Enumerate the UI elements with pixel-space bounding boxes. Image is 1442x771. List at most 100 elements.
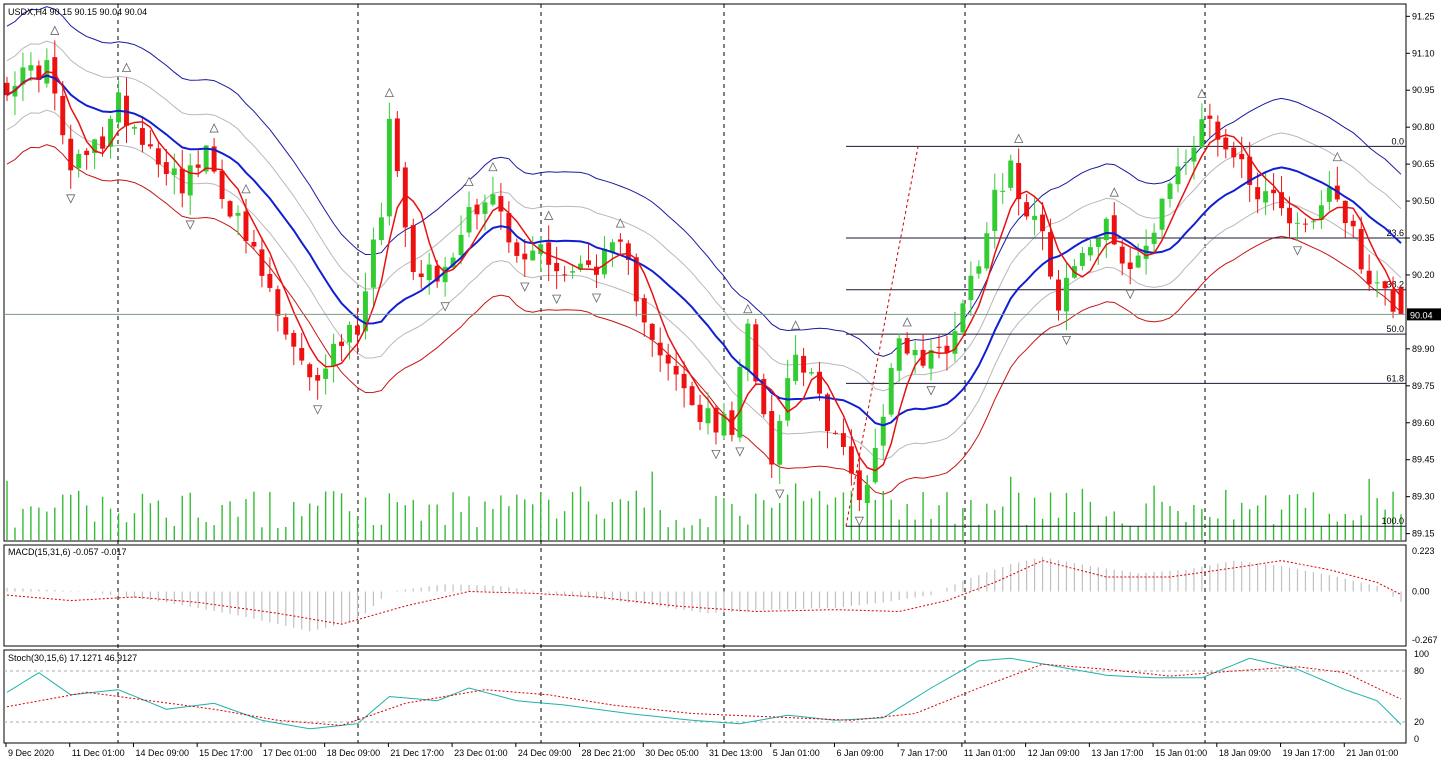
candle-body[interactable] — [187, 165, 193, 196]
candle-body[interactable] — [753, 324, 759, 382]
candle-body[interactable] — [1040, 214, 1046, 232]
candle-body[interactable] — [825, 394, 830, 432]
candle-body[interactable] — [28, 65, 34, 71]
candle-body[interactable] — [920, 349, 926, 366]
candle-body[interactable] — [848, 446, 854, 474]
candle-body[interactable] — [458, 234, 464, 256]
candle-body[interactable] — [52, 57, 58, 94]
candle-body[interactable] — [339, 341, 345, 346]
candle-body[interactable] — [1008, 160, 1014, 188]
candle-body[interactable] — [617, 239, 623, 242]
candle-body[interactable] — [514, 242, 520, 256]
candle-body[interactable] — [275, 289, 281, 316]
candle-body[interactable] — [801, 355, 807, 373]
candle-body[interactable] — [1119, 246, 1125, 264]
candle-body[interactable] — [586, 260, 591, 265]
candle-body[interactable] — [864, 484, 870, 504]
candle-body[interactable] — [976, 266, 982, 274]
candle-body[interactable] — [745, 323, 751, 371]
candle-body[interactable] — [594, 266, 599, 275]
candle-body[interactable] — [928, 350, 934, 369]
candle-body[interactable] — [1048, 232, 1054, 277]
candle-body[interactable] — [888, 368, 894, 415]
candle-body[interactable] — [1231, 147, 1237, 158]
candle-body[interactable] — [1151, 232, 1157, 244]
candle-body[interactable] — [856, 470, 862, 501]
candle-body[interactable] — [68, 138, 74, 171]
candle-body[interactable] — [681, 373, 687, 389]
candle-body[interactable] — [1032, 215, 1038, 220]
candle-body[interactable] — [4, 82, 10, 96]
candle-body[interactable] — [689, 386, 695, 406]
candle-body[interactable] — [1390, 289, 1396, 312]
candle-body[interactable] — [331, 343, 337, 367]
candle-body[interactable] — [1255, 187, 1261, 200]
candle-body[interactable] — [1175, 166, 1181, 185]
candle-body[interactable] — [657, 342, 663, 356]
candle-body[interactable] — [952, 331, 958, 354]
candle-body[interactable] — [1279, 192, 1285, 209]
candle-body[interactable] — [1199, 119, 1205, 148]
candle-body[interactable] — [410, 225, 416, 272]
candle-body[interactable] — [538, 244, 544, 254]
candle-body[interactable] — [1215, 121, 1221, 140]
candle-body[interactable] — [418, 273, 424, 278]
candle-body[interactable] — [904, 338, 910, 354]
candle-body[interactable] — [219, 170, 225, 200]
candle-body[interactable] — [195, 164, 201, 168]
candle-body[interactable] — [474, 204, 480, 215]
candle-body[interactable] — [211, 146, 217, 172]
candle-body[interactable] — [609, 242, 615, 253]
candle-body[interactable] — [817, 371, 822, 394]
candle-body[interactable] — [992, 189, 998, 232]
candle-body[interactable] — [203, 145, 209, 172]
candle-body[interactable] — [809, 372, 815, 374]
candle-body[interactable] — [601, 248, 607, 275]
candle-body[interactable] — [633, 257, 639, 302]
candle-body[interactable] — [116, 92, 121, 123]
candle-body[interactable] — [1159, 198, 1165, 230]
candle-body[interactable] — [1111, 215, 1117, 245]
candle-body[interactable] — [1358, 229, 1364, 270]
candle-body[interactable] — [1135, 255, 1141, 268]
candle-body[interactable] — [1326, 187, 1332, 202]
candle-body[interactable] — [259, 249, 265, 276]
candle-body[interactable] — [386, 118, 392, 217]
candle-body[interactable] — [1263, 191, 1269, 203]
candle-body[interactable] — [131, 126, 137, 129]
candle-body[interactable] — [1398, 287, 1404, 315]
candle-body[interactable] — [347, 324, 353, 343]
candle-body[interactable] — [761, 378, 767, 415]
candle-body[interactable] — [20, 67, 26, 85]
candle-body[interactable] — [1223, 137, 1229, 150]
candle-body[interactable] — [442, 266, 448, 283]
candle-body[interactable] — [251, 241, 257, 247]
candle-body[interactable] — [737, 366, 743, 438]
candle-body[interactable] — [1056, 279, 1061, 311]
fibonacci-retracement[interactable]: 0.0 23.6 38.2 50.0 61.8 100.0 — [845, 136, 1406, 527]
candle-body[interactable] — [163, 162, 169, 175]
candle-body[interactable] — [968, 275, 974, 301]
candle-body[interactable] — [155, 148, 161, 165]
candle-body[interactable] — [1295, 222, 1300, 224]
candle-body[interactable] — [554, 262, 560, 272]
candle-body[interactable] — [355, 325, 360, 335]
candle-body[interactable] — [76, 153, 82, 169]
candle-body[interactable] — [267, 273, 273, 288]
candle-body[interactable] — [498, 196, 504, 212]
candle-body[interactable] — [1016, 162, 1022, 200]
candle-body[interactable] — [1350, 220, 1356, 227]
candle-body[interactable] — [1302, 223, 1308, 225]
candle-body[interactable] — [522, 253, 528, 260]
candle-body[interactable] — [960, 303, 966, 333]
candle-body[interactable] — [530, 250, 536, 261]
candle-body[interactable] — [769, 410, 775, 465]
candle-body[interactable] — [60, 95, 66, 136]
candle-body[interactable] — [840, 433, 846, 447]
macd-panel[interactable]: 0.223 0.00 -0.267 — [6, 546, 1438, 645]
candle-body[interactable] — [1000, 190, 1006, 192]
candle-body[interactable] — [482, 202, 488, 214]
candle-body[interactable] — [1207, 115, 1213, 119]
candle-body[interactable] — [466, 207, 472, 233]
candle-body[interactable] — [84, 150, 90, 156]
